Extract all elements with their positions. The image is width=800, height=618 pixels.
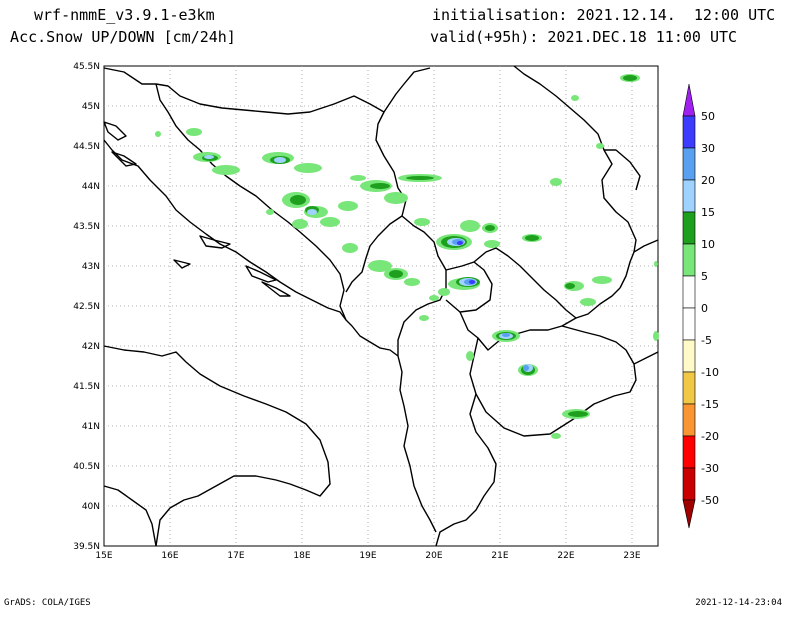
init-time: initialisation: 2021.12.14. 12:00 UTC: [432, 6, 776, 24]
colorbar-label: 50: [701, 110, 715, 123]
colorbar-cell: [682, 371, 696, 405]
lon-tick: 22E: [557, 551, 574, 561]
colorbar-label: -15: [701, 398, 719, 411]
colorbar-label: 0: [701, 302, 708, 315]
lon-tick: 19E: [359, 551, 376, 561]
colorbar-top-triangle: [682, 83, 696, 117]
lat-tick: 43.5N: [73, 222, 100, 232]
grads-credit: GrADS: COLA/IGES: [4, 598, 91, 608]
lat-tick: 45.5N: [73, 62, 100, 72]
colorbar-label: 15: [701, 206, 715, 219]
snow-field: [155, 74, 659, 439]
lon-tick: 17E: [227, 551, 244, 561]
lat-tick: 44.5N: [73, 142, 100, 152]
colorbar-cell: [682, 307, 696, 341]
lon-tick: 18E: [293, 551, 310, 561]
colorbar-cell: [682, 211, 696, 245]
lat-tick: 40N: [82, 502, 100, 512]
colorbar-label: 10: [701, 238, 715, 251]
colorbar-label: -50: [701, 494, 719, 507]
colorbar-cell: [682, 115, 696, 149]
model-title: wrf-nmmE_v3.9.1-e3km: [34, 6, 215, 24]
colorbar: 50 30 20 15 10 5 0 -5 -10 -15 -20 -30 -5…: [682, 83, 719, 529]
colorbar-label: -5: [701, 334, 712, 347]
lon-tick: 23E: [623, 551, 640, 561]
colorbar-label: 20: [701, 174, 715, 187]
colorbar-cell: [682, 467, 696, 501]
field-title: n Acc.Snow UP/DOWN [cm/24h]: [0, 28, 236, 46]
grid-lines: [104, 66, 658, 546]
lat-tick: 42.5N: [73, 302, 100, 312]
lat-tick: 44N: [82, 182, 100, 192]
lon-tick-labels: 15E 16E 17E 18E 19E 20E 21E 22E 23E: [95, 551, 640, 561]
colorbar-cell: [682, 339, 696, 373]
lat-tick: 45N: [82, 102, 100, 112]
colorbar-label: 30: [701, 142, 715, 155]
colorbar-cell: [682, 243, 696, 277]
lon-tick: 20E: [425, 551, 442, 561]
lat-tick: 39.5N: [73, 542, 100, 552]
lat-tick-labels: 45.5N 45N 44.5N 44N 43.5N 43N 42.5N 42N …: [73, 62, 100, 552]
lat-tick: 43N: [82, 262, 100, 272]
lon-tick: 15E: [95, 551, 112, 561]
colorbar-label: -10: [701, 366, 719, 379]
lat-tick: 41.5N: [73, 382, 100, 392]
lon-tick: 21E: [491, 551, 508, 561]
colorbar-label: -20: [701, 430, 719, 443]
colorbar-cell: [682, 179, 696, 213]
colorbar-label: 5: [701, 270, 708, 283]
lat-tick: 40.5N: [73, 462, 100, 472]
lon-tick: 16E: [161, 551, 178, 561]
valid-time: valid(+95h): 2021.DEC.18 11:00 UTC: [430, 28, 738, 46]
render-timestamp: 2021-12-14-23:04: [695, 598, 782, 608]
colorbar-cell: [682, 275, 696, 309]
coastlines-borders: [103, 65, 659, 547]
lat-tick: 41N: [82, 422, 100, 432]
colorbar-label: -30: [701, 462, 719, 475]
colorbar-cell: [682, 403, 696, 437]
colorbar-cells: [682, 115, 696, 501]
colorbar-cell: [682, 147, 696, 181]
colorbar-cell: [682, 435, 696, 469]
colorbar-bottom-triangle: [682, 499, 696, 529]
lat-tick: 42N: [82, 342, 100, 352]
